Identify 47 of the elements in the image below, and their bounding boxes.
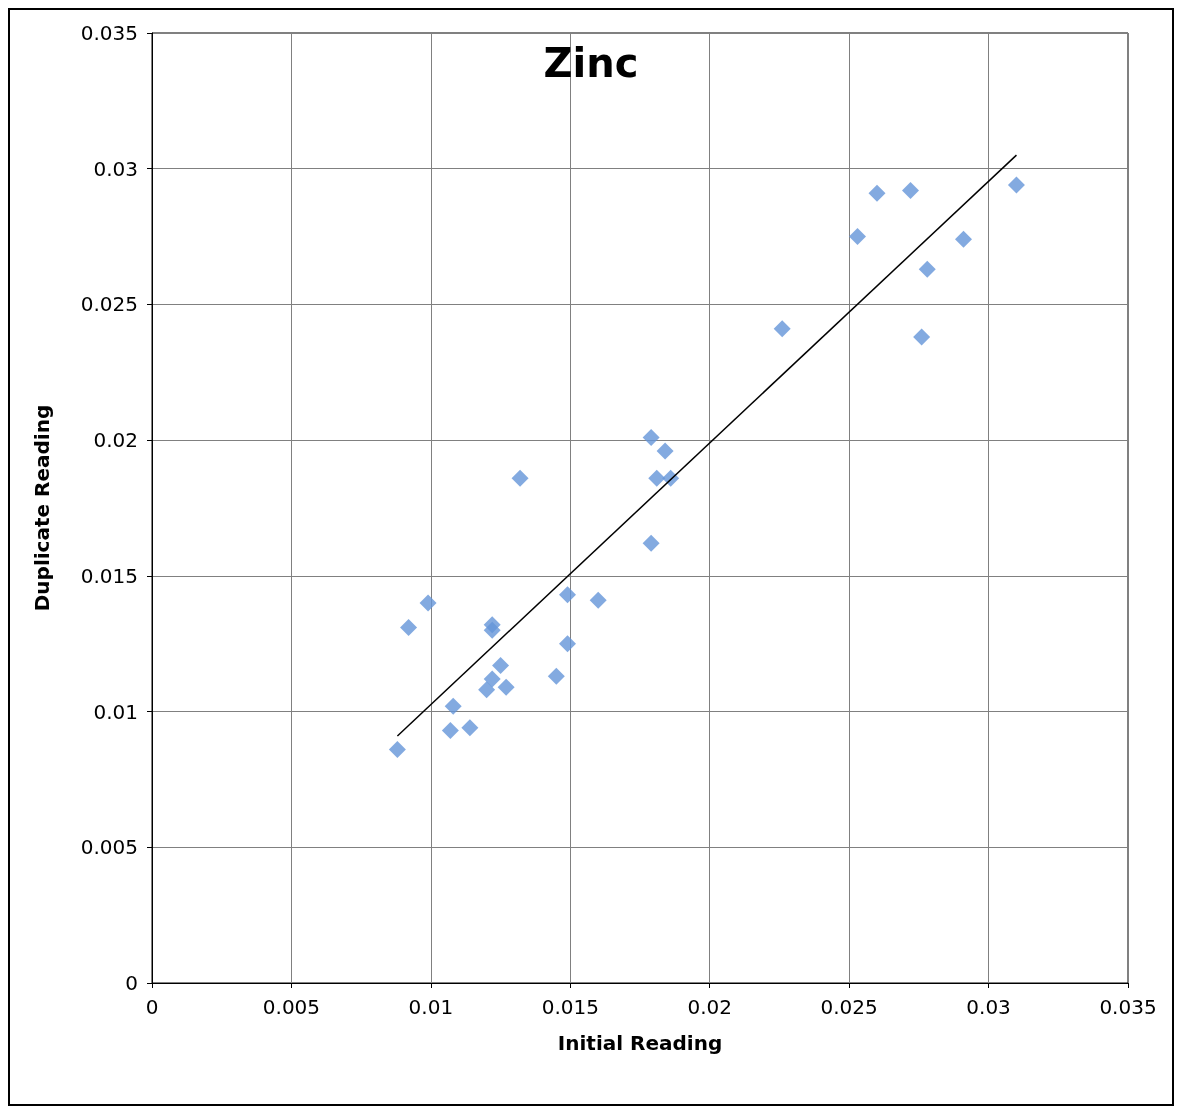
- point: [400, 618, 418, 636]
- point: [849, 228, 867, 246]
- y-tick-label: 0.005: [80, 835, 138, 860]
- point: [441, 722, 459, 740]
- point: [648, 469, 666, 487]
- point: [461, 719, 479, 737]
- y-tick-label: 0.01: [93, 699, 138, 724]
- y-tick-label: 0.025: [80, 292, 138, 317]
- point: [483, 621, 501, 639]
- point: [497, 678, 515, 696]
- point: [511, 469, 529, 487]
- point: [559, 586, 576, 604]
- x-tick-label: 0.035: [1099, 995, 1157, 1019]
- x-tick-label: 0.015: [541, 995, 599, 1019]
- x-tick-label: 0.025: [820, 995, 878, 1019]
- point: [901, 181, 919, 199]
- y-axis-title: Duplicate Reading: [30, 404, 54, 612]
- point: [478, 681, 496, 699]
- x-axis-title: Initial Reading: [557, 1031, 723, 1055]
- point: [559, 635, 576, 653]
- point: [1007, 176, 1025, 194]
- y-tick-label: 0.02: [93, 428, 138, 453]
- point: [642, 534, 660, 552]
- point: [918, 260, 936, 278]
- y-tick-label: 0.035: [80, 21, 138, 45]
- point: [419, 594, 437, 612]
- point: [547, 667, 565, 685]
- point: [868, 184, 886, 202]
- point: [642, 428, 660, 446]
- y-tick-label: 0: [125, 971, 138, 995]
- x-tick-label: 0.005: [262, 995, 321, 1019]
- point: [913, 328, 931, 346]
- x-tick-label: 0: [145, 995, 159, 1019]
- point: [388, 741, 406, 759]
- x-tick-label: 0.01: [408, 995, 454, 1019]
- point: [656, 442, 674, 460]
- y-tick-label: 0.015: [80, 563, 138, 588]
- point: [773, 320, 791, 338]
- point: [444, 697, 462, 715]
- point: [492, 656, 510, 674]
- x-tick-label: 0.02: [687, 995, 732, 1019]
- x-tick-label: 0.03: [966, 995, 1011, 1019]
- point: [589, 591, 607, 609]
- point: [483, 670, 501, 688]
- point: [954, 230, 972, 248]
- chart-title: Zinc: [543, 40, 639, 86]
- y-tick-label: 0.03: [93, 156, 138, 181]
